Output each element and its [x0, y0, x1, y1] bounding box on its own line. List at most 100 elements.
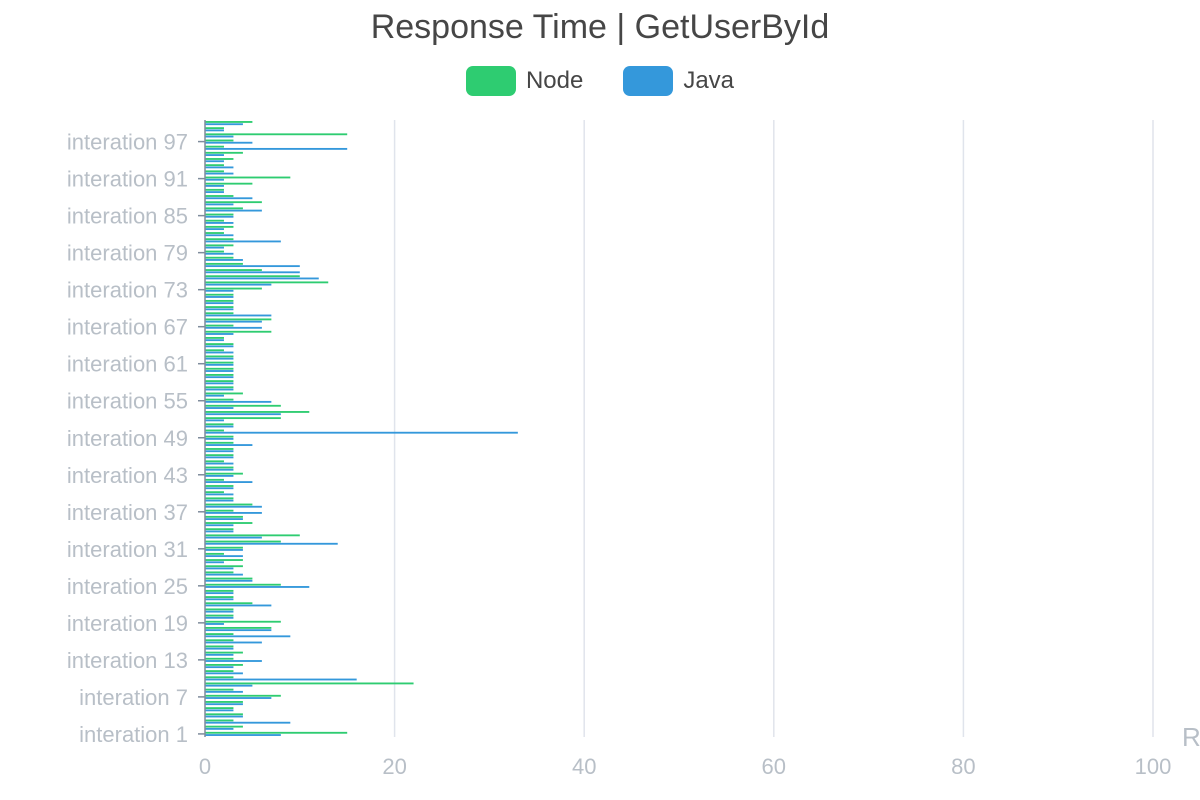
bar-node[interactable]: [205, 707, 234, 710]
bar-node[interactable]: [205, 256, 234, 259]
bar-java[interactable]: [205, 462, 234, 465]
bar-java[interactable]: [205, 160, 224, 163]
bar-node[interactable]: [205, 577, 253, 580]
bar-node[interactable]: [205, 330, 272, 333]
bar-java[interactable]: [205, 394, 224, 397]
bar-java[interactable]: [205, 271, 300, 274]
bar-node[interactable]: [205, 361, 234, 364]
bar-java[interactable]: [205, 240, 281, 243]
bar-node[interactable]: [205, 312, 234, 315]
bar-node[interactable]: [205, 694, 281, 697]
bar-node[interactable]: [205, 324, 234, 327]
bar-java[interactable]: [205, 481, 253, 483]
bar-node[interactable]: [205, 367, 234, 370]
bar-java[interactable]: [205, 413, 281, 416]
bar-java[interactable]: [205, 697, 272, 699]
bar-java[interactable]: [205, 246, 224, 249]
bar-java[interactable]: [205, 511, 262, 514]
bar-java[interactable]: [205, 450, 234, 453]
bar-java[interactable]: [205, 388, 234, 391]
bar-java[interactable]: [205, 166, 234, 169]
bar-java[interactable]: [205, 419, 224, 422]
bar-node[interactable]: [205, 509, 234, 512]
bar-node[interactable]: [205, 725, 243, 728]
bar-node[interactable]: [205, 571, 234, 574]
bar-java[interactable]: [205, 129, 224, 132]
bar-java[interactable]: [205, 277, 319, 280]
bar-java[interactable]: [205, 734, 281, 736]
bar-node[interactable]: [205, 127, 224, 130]
bar-node[interactable]: [205, 386, 234, 389]
bar-node[interactable]: [205, 540, 281, 543]
bar-node[interactable]: [205, 435, 234, 438]
bar-node[interactable]: [205, 522, 253, 524]
bar-node[interactable]: [205, 731, 348, 734]
bar-node[interactable]: [205, 423, 234, 426]
bar-node[interactable]: [205, 145, 224, 148]
bar-java[interactable]: [205, 259, 243, 261]
bar-node[interactable]: [205, 639, 234, 642]
bar-node[interactable]: [205, 596, 234, 598]
bar-node[interactable]: [205, 275, 300, 278]
bar-node[interactable]: [205, 139, 234, 142]
bar-node[interactable]: [205, 478, 224, 481]
bar-node[interactable]: [205, 343, 234, 346]
legend-item-java[interactable]: Java: [623, 66, 734, 96]
bar-node[interactable]: [205, 417, 281, 420]
bar-java[interactable]: [205, 289, 234, 292]
bar-node[interactable]: [205, 503, 253, 506]
bar-java[interactable]: [205, 660, 262, 662]
bar-node[interactable]: [205, 151, 243, 154]
bar-node[interactable]: [205, 207, 243, 210]
bar-node[interactable]: [205, 349, 224, 352]
bar-node[interactable]: [205, 552, 224, 555]
bar-node[interactable]: [205, 287, 262, 290]
bar-java[interactable]: [205, 357, 234, 360]
bar-node[interactable]: [205, 262, 243, 265]
bar-java[interactable]: [205, 370, 234, 372]
bar-node[interactable]: [205, 466, 234, 469]
bar-java[interactable]: [205, 727, 234, 730]
bar-node[interactable]: [205, 515, 243, 518]
bar-java[interactable]: [205, 363, 234, 366]
bar-node[interactable]: [205, 497, 234, 500]
bar-node[interactable]: [205, 158, 234, 160]
bar-java[interactable]: [205, 197, 253, 200]
bar-java[interactable]: [205, 265, 300, 268]
bar-java[interactable]: [205, 400, 272, 403]
bar-node[interactable]: [205, 620, 281, 623]
bar-java[interactable]: [205, 437, 234, 440]
bar-node[interactable]: [205, 663, 243, 666]
bar-java[interactable]: [205, 678, 357, 681]
bar-node[interactable]: [205, 651, 243, 654]
bar-node[interactable]: [205, 448, 234, 450]
bar-java[interactable]: [205, 493, 234, 496]
bar-node[interactable]: [205, 565, 243, 568]
bar-node[interactable]: [205, 645, 234, 648]
bar-node[interactable]: [205, 188, 224, 191]
bar-java[interactable]: [205, 203, 234, 206]
bar-java[interactable]: [205, 172, 234, 175]
bar-java[interactable]: [205, 345, 234, 348]
bar-java[interactable]: [205, 425, 234, 428]
bar-java[interactable]: [205, 524, 234, 527]
bar-node[interactable]: [205, 182, 253, 185]
bar-java[interactable]: [205, 721, 291, 724]
bar-java[interactable]: [205, 228, 224, 231]
bar-node[interactable]: [205, 472, 243, 475]
bar-node[interactable]: [205, 299, 234, 302]
bar-java[interactable]: [205, 487, 234, 490]
bar-node[interactable]: [205, 441, 234, 444]
bar-java[interactable]: [205, 715, 243, 718]
bar-node[interactable]: [205, 293, 234, 296]
bar-node[interactable]: [205, 608, 234, 611]
bar-node[interactable]: [205, 583, 281, 586]
bar-java[interactable]: [205, 351, 234, 354]
bar-java[interactable]: [205, 382, 234, 385]
bar-java[interactable]: [205, 184, 224, 187]
bar-node[interactable]: [205, 281, 329, 284]
bar-java[interactable]: [205, 147, 348, 150]
bar-java[interactable]: [205, 209, 262, 212]
bar-java[interactable]: [205, 474, 234, 477]
bar-node[interactable]: [205, 164, 224, 167]
